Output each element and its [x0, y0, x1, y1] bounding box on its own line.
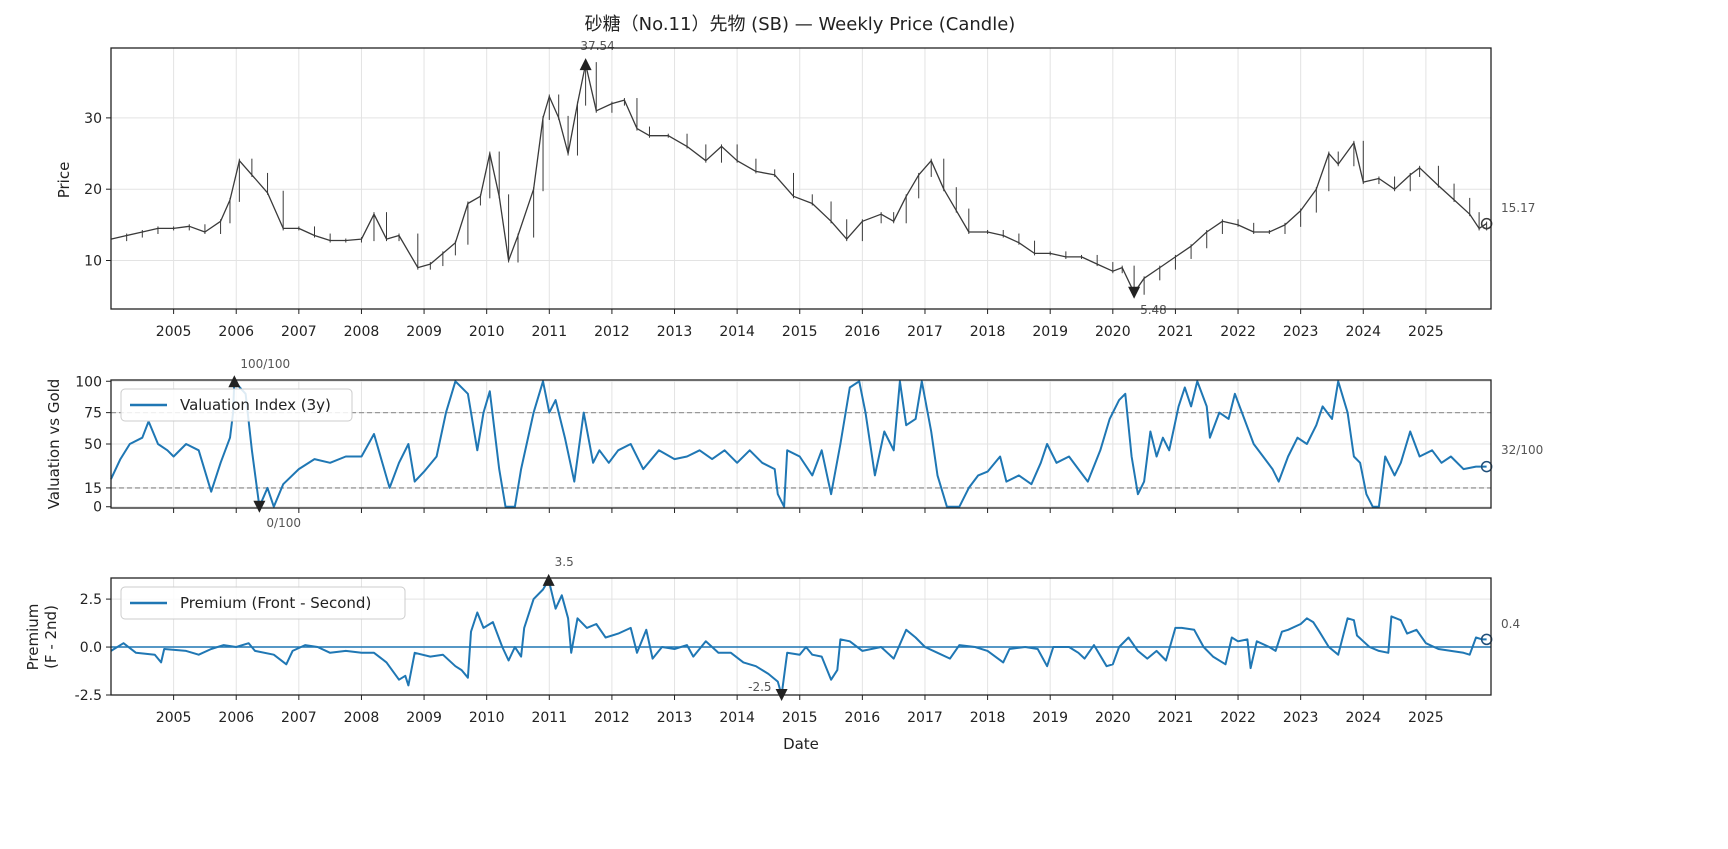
max-annotation: 37.54 [580, 39, 614, 53]
x-tick-label: 2012 [594, 324, 630, 340]
series-line [110, 578, 1487, 696]
x-tick-label: 2023 [1283, 324, 1319, 340]
legend-box [120, 586, 406, 620]
x-tick-label: 2022 [1220, 324, 1256, 340]
premium-axis-label-line2: (F - 2nd) [42, 605, 60, 669]
last-value-annotation: 32/100 [1501, 443, 1543, 457]
x-tick-label: 2013 [657, 710, 693, 726]
x-tick-label: 2018 [970, 710, 1006, 726]
y-tick-label: 75 [84, 406, 102, 422]
x-tick-label: 2008 [344, 324, 380, 340]
x-tick-label: 2006 [218, 324, 254, 340]
chart-title: 砂糖（No.11）先物 (SB) — Weekly Price (Candle) [585, 14, 1016, 35]
x-tick-label: 2010 [469, 324, 505, 340]
valuation-panel: 0 15 50 75 100 100/100 0/100 32/100 Valuation In… [75, 357, 1543, 530]
y-tick-label: 0.0 [80, 640, 102, 656]
plot-frame [110, 577, 1492, 696]
legend-label: Valuation Index (3y) [180, 396, 331, 414]
x-tick-label: 2017 [907, 710, 943, 726]
y-tick-label: 100 [75, 374, 102, 390]
y-tick-label: 2.5 [80, 592, 102, 608]
x-tick-label: 2012 [594, 710, 630, 726]
y-tick-label: 30 [84, 111, 102, 127]
premium-axis-label-line1: Premium [24, 604, 42, 671]
x-tick-label: 2019 [1032, 324, 1068, 340]
x-tick-label: 2015 [782, 710, 818, 726]
x-tick-label: 2020 [1095, 324, 1131, 340]
x-tick-label: 2007 [281, 324, 317, 340]
x-tick-label: 2014 [719, 324, 755, 340]
legend: Premium (Front - Second) [120, 586, 406, 620]
max-annotation: 3.5 [555, 555, 574, 569]
x-tick-label: 2009 [406, 710, 442, 726]
plot-frame [110, 47, 1492, 310]
min-annotation: 0/100 [266, 516, 301, 530]
x-tick-label: 2019 [1032, 710, 1068, 726]
x-tick-label: 2008 [344, 710, 380, 726]
min-annotation: 5.48 [1140, 303, 1167, 317]
x-tick-label: 2025 [1408, 710, 1444, 726]
x-tick-label: 2007 [281, 710, 317, 726]
x-tick-label: 2016 [845, 710, 881, 726]
x-tick-label: 2017 [907, 324, 943, 340]
price-panel: 10 20 30 2005 2006 2007 2008 2009 2010 2011 2012 20… [84, 39, 1535, 340]
max-marker-icon [228, 375, 241, 388]
min-marker-icon [253, 500, 266, 513]
premium-panel: -2.5 0.0 2.5 2005 2006 2007 2008 2009 2010 2011 20… [75, 555, 1520, 726]
max-marker-icon [542, 573, 555, 586]
y-tick-label: 0 [93, 500, 102, 516]
min-marker-icon [1128, 286, 1141, 299]
y-tick-label: 50 [84, 437, 102, 453]
x-tick-label: 2010 [469, 710, 505, 726]
x-tick-label: 2005 [156, 324, 192, 340]
last-value-annotation: 0.4 [1501, 617, 1520, 631]
price-axis-label: Price [55, 162, 73, 199]
x-tick-label: 2020 [1095, 710, 1131, 726]
x-tick-label: 2018 [970, 324, 1006, 340]
y-tick-label: 15 [84, 481, 102, 497]
x-tick-label: 2016 [845, 324, 881, 340]
x-tick-label: 2021 [1158, 324, 1194, 340]
series-line [110, 380, 1487, 508]
last-value-annotation: 15.17 [1501, 201, 1535, 215]
y-tick-label: 10 [84, 254, 102, 270]
x-tick-label: 2006 [218, 710, 254, 726]
legend: Valuation Index (3y) [120, 388, 353, 422]
x-tick-label: 2009 [406, 324, 442, 340]
x-axis-label: Date [783, 735, 819, 753]
x-tick-label: 2021 [1158, 710, 1194, 726]
y-tick-label: -2.5 [75, 688, 102, 704]
x-tick-label: 2005 [156, 710, 192, 726]
y-tick-label: 20 [84, 182, 102, 198]
x-tick-label: 2011 [531, 710, 567, 726]
x-tick-label: 2011 [531, 324, 567, 340]
valuation-axis-label: Valuation vs Gold [45, 379, 63, 510]
x-tick-label: 2022 [1220, 710, 1256, 726]
legend-box [120, 388, 353, 422]
price-series [110, 63, 1487, 294]
x-tick-label: 2024 [1345, 710, 1381, 726]
legend-label: Premium (Front - Second) [180, 594, 371, 612]
x-tick-label: 2014 [719, 710, 755, 726]
max-annotation: 100/100 [240, 357, 290, 371]
x-tick-label: 2025 [1408, 324, 1444, 340]
x-tick-label: 2013 [657, 324, 693, 340]
x-tick-label: 2015 [782, 324, 818, 340]
plot-frame [110, 379, 1492, 509]
x-tick-label: 2024 [1345, 324, 1381, 340]
x-tick-label: 2023 [1283, 710, 1319, 726]
min-annotation: -2.5 [748, 680, 771, 694]
max-marker-icon [579, 58, 592, 71]
